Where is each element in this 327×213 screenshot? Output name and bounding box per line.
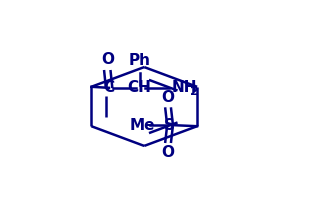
Text: O: O bbox=[162, 90, 175, 105]
Text: Ph: Ph bbox=[129, 53, 150, 68]
Text: NH: NH bbox=[172, 80, 197, 95]
Text: O: O bbox=[162, 145, 175, 160]
Text: 2: 2 bbox=[190, 85, 199, 98]
Text: Me: Me bbox=[130, 118, 155, 133]
Text: C: C bbox=[103, 80, 114, 95]
Text: O: O bbox=[101, 52, 114, 67]
Text: S: S bbox=[164, 118, 175, 133]
Text: CH: CH bbox=[128, 80, 151, 95]
